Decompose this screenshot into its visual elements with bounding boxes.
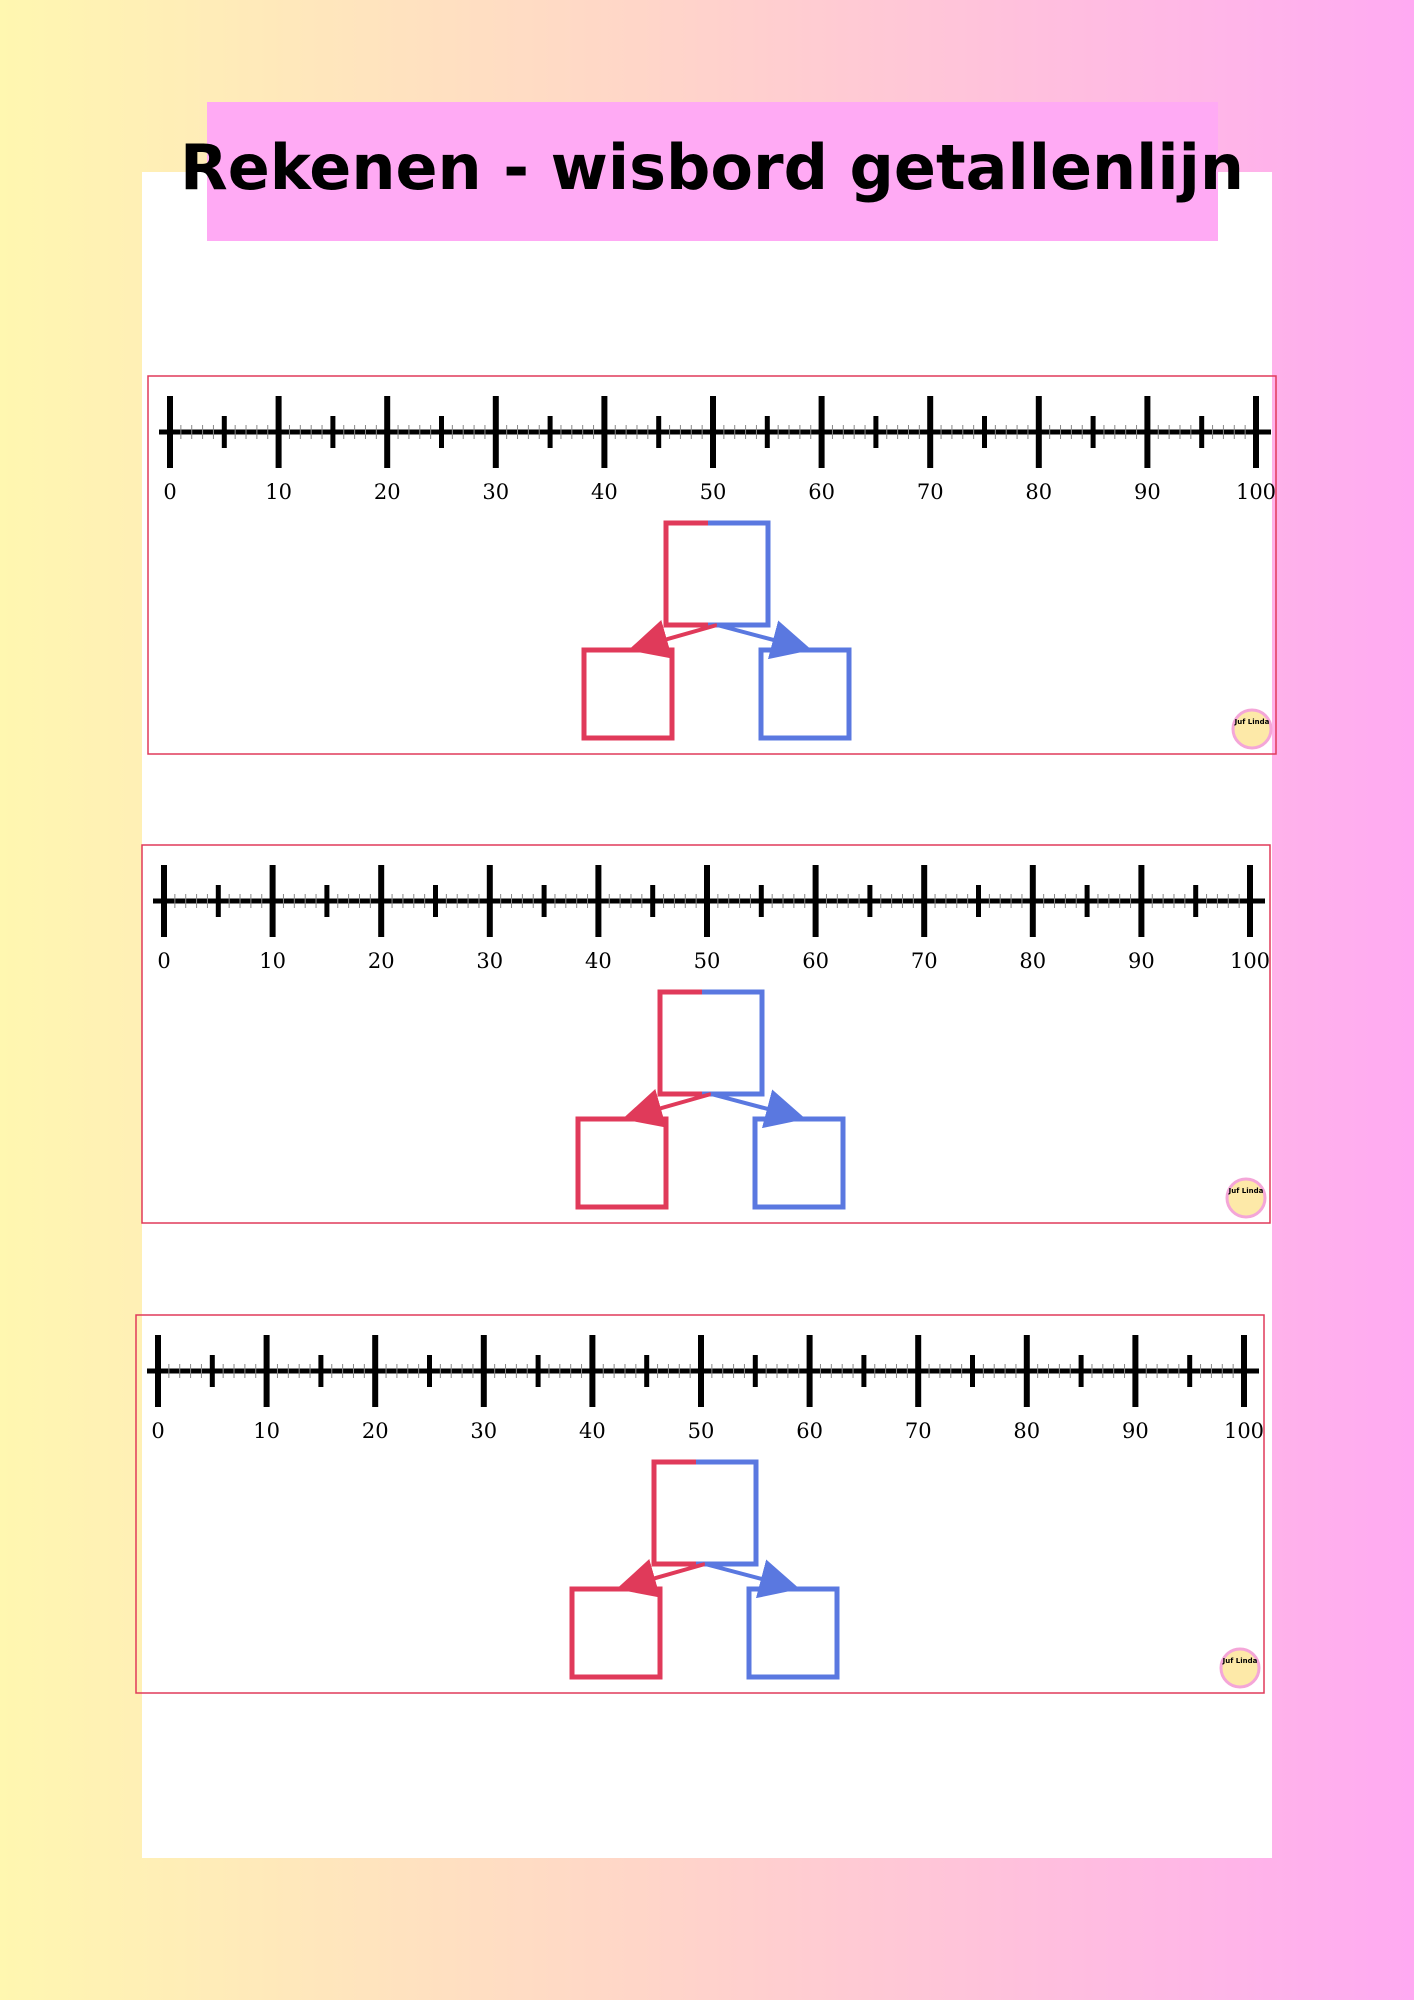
box-top-blue [702, 989, 765, 1097]
arrow-right [716, 620, 812, 660]
tick-label: 40 [579, 1419, 606, 1443]
tick-label: 50 [688, 1419, 715, 1443]
box-left [581, 647, 675, 741]
panel: 0 10 20 30 40 50 60 70 80 90 100 Juf Linda [135, 1314, 1265, 1694]
tick-label: 90 [1134, 480, 1161, 504]
tick-label: 10 [259, 949, 286, 973]
sheet [142, 172, 1272, 1858]
box-right [746, 1586, 840, 1680]
tick-label: 60 [802, 949, 829, 973]
box-right [758, 647, 852, 741]
tick-label: 20 [362, 1419, 389, 1443]
box-top-red [651, 1459, 696, 1567]
tick-label: 80 [1025, 480, 1052, 504]
arrow-right [704, 1559, 800, 1599]
tick-label: 60 [808, 480, 835, 504]
box-left [569, 1586, 663, 1680]
box-right [752, 1116, 846, 1210]
arrow-left [628, 620, 718, 659]
logo-text: Juf Linda [1234, 718, 1270, 726]
tick-label: 50 [700, 480, 727, 504]
title: Rekenen - wisbord getallenlijn [180, 131, 1244, 204]
tick-label: 0 [163, 480, 176, 504]
tick-label: 20 [374, 480, 401, 504]
logo [1225, 1177, 1267, 1219]
tick-label: 70 [911, 949, 938, 973]
title-box [207, 102, 1218, 241]
tick-label: 30 [476, 949, 503, 973]
tick-label: 100 [1236, 480, 1276, 504]
box-top-blue [708, 520, 771, 628]
tick-label: 80 [1019, 949, 1046, 973]
tick-label: 20 [368, 949, 395, 973]
tick-label: 90 [1122, 1419, 1149, 1443]
tick-label: 10 [265, 480, 292, 504]
box-top-red [663, 520, 708, 628]
panel-border [135, 1314, 1265, 1694]
tick-label: 0 [151, 1419, 164, 1443]
tick-label: 10 [253, 1419, 280, 1443]
logo-text: Juf Linda [1228, 1187, 1264, 1195]
panel: 0 10 20 30 40 50 60 70 80 90 100 Juf Linda [147, 375, 1277, 755]
tick-label: 70 [905, 1419, 932, 1443]
box-top-blue [696, 1459, 759, 1567]
logo-text: Juf Linda [1222, 1657, 1258, 1665]
box-left [575, 1116, 669, 1210]
arrow-left [622, 1089, 712, 1128]
arrow-left [616, 1559, 706, 1598]
tick-label: 100 [1224, 1419, 1264, 1443]
tick-label: 50 [694, 949, 721, 973]
tick-label: 70 [917, 480, 944, 504]
tick-label: 80 [1013, 1419, 1040, 1443]
tick-label: 100 [1230, 949, 1270, 973]
panel-border [141, 844, 1271, 1224]
tick-label: 30 [482, 480, 509, 504]
box-top-red [657, 989, 702, 1097]
panel-border [147, 375, 1277, 755]
panel: 0 10 20 30 40 50 60 70 80 90 100 Juf Linda [141, 844, 1271, 1224]
tick-label: 40 [585, 949, 612, 973]
tick-label: 30 [470, 1419, 497, 1443]
logo [1231, 708, 1273, 750]
tick-label: 40 [591, 480, 618, 504]
tick-label: 90 [1128, 949, 1155, 973]
tick-label: 0 [157, 949, 170, 973]
tick-label: 60 [796, 1419, 823, 1443]
arrow-right [710, 1089, 806, 1129]
logo [1219, 1647, 1261, 1689]
